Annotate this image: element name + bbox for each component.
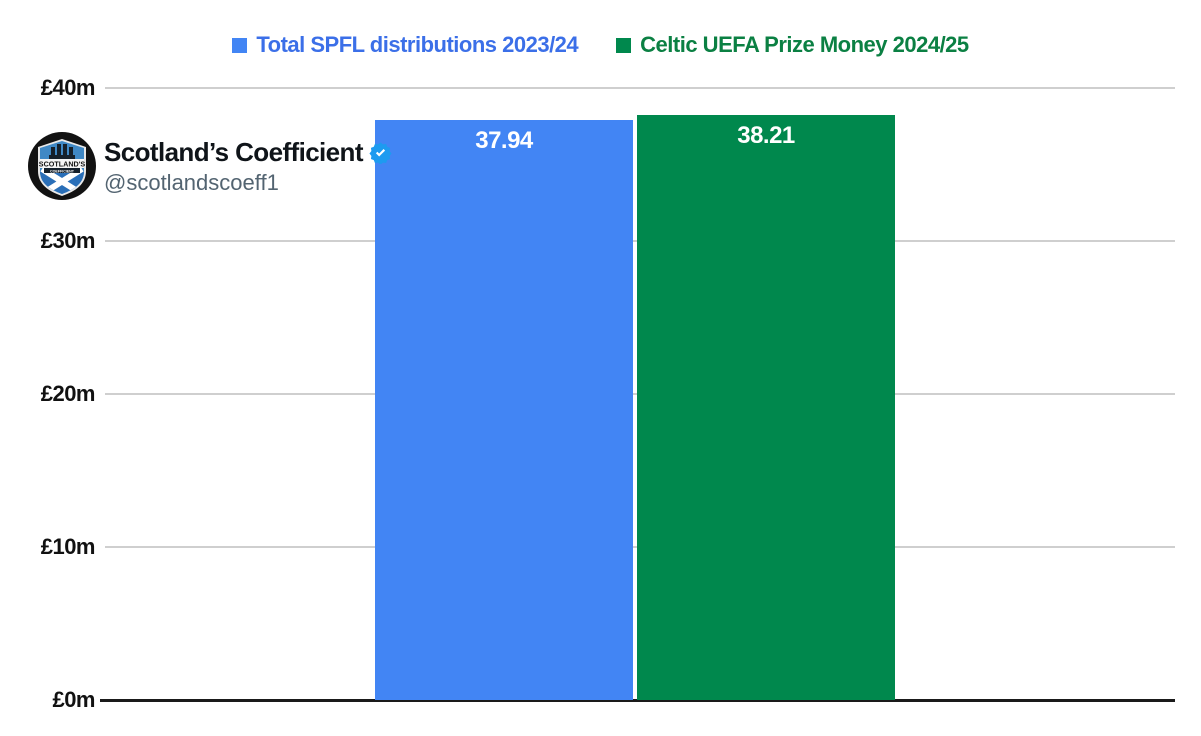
bar-value-label-spfl: 37.94 [475,127,533,154]
profile-handle[interactable]: @scotlandscoeff1 [104,169,279,195]
ytick-10m: £10m [40,534,96,559]
x-axis-baseline [100,699,1175,702]
ytick-0m: £0m [52,687,95,712]
svg-text:SCOTLAND'S: SCOTLAND'S [39,160,86,169]
bar-spfl-distributions: 37.94 [375,120,633,700]
ytick-30m: £30m [40,228,96,253]
legend-swatch-blue-icon [232,37,248,53]
bar-celtic-uefa: 38.21 [637,115,895,700]
scotlands-coefficient-logo-avatar[interactable]: SCOTLAND'S COEFFICIENT [27,131,97,201]
legend-item-spfl: Total SPFL distributions 2023/24 [232,32,579,58]
legend-label-celtic: Celtic UEFA Prize Money 2024/25 [640,32,969,57]
legend: Total SPFL distributions 2023/24 Celtic … [0,32,1201,58]
display-name[interactable]: Scotland’s Coefficient [104,136,363,167]
bar-value-label-celtic: 38.21 [737,122,795,149]
verified-badge-icon [369,141,392,164]
ytick-40m: £40m [40,75,96,100]
ytick-20m: £20m [40,381,96,406]
legend-label-spfl: Total SPFL distributions 2023/24 [256,32,579,57]
legend-swatch-green-icon [616,37,632,53]
gridline-40m [105,87,1175,89]
legend-item-celtic: Celtic UEFA Prize Money 2024/25 [616,32,969,58]
profile-block: SCOTLAND'S COEFFICIENT Scotland’s Coeffi… [27,131,392,201]
svg-text:COEFFICIENT: COEFFICIENT [50,169,75,173]
